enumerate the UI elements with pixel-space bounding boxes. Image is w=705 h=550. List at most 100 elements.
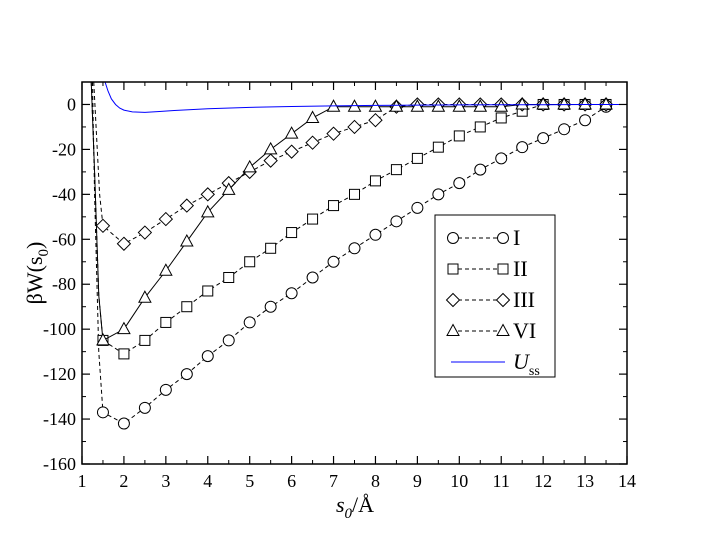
- x-tick-label: 6: [287, 471, 296, 491]
- data-point: [139, 334, 151, 346]
- data-point: [263, 153, 278, 168]
- data-point: [452, 99, 467, 112]
- data-point: [453, 177, 466, 190]
- x-tick-label: 11: [493, 471, 510, 491]
- data-point: [347, 119, 362, 135]
- data-point: [118, 348, 130, 360]
- x-tick-label: 13: [576, 471, 594, 491]
- data-point: [200, 187, 215, 202]
- legend-label: Uss: [513, 349, 540, 379]
- series-2: [90, 82, 612, 360]
- data-point: [138, 401, 151, 414]
- data-point: [557, 96, 571, 110]
- data-point: [242, 159, 257, 173]
- data-point: [95, 218, 111, 234]
- series-line-1: [91, 82, 607, 425]
- data-point: [285, 287, 298, 300]
- data-point: [410, 99, 425, 112]
- data-point: [158, 211, 174, 227]
- data-point: [390, 215, 403, 228]
- x-tick-label: 9: [413, 471, 422, 491]
- x-axis-label: s0/Å: [336, 492, 374, 522]
- data-point: [222, 334, 235, 347]
- series-line-4: [90, 82, 607, 342]
- series-5: [104, 82, 627, 113]
- data-point: [181, 301, 193, 313]
- data-point: [117, 321, 131, 335]
- data-point: [180, 368, 193, 381]
- legend-marker: [447, 263, 459, 275]
- x-tick-label: 14: [618, 471, 636, 491]
- series-line-5: [104, 82, 627, 113]
- data-point: [599, 96, 613, 110]
- data-point: [432, 141, 444, 153]
- data-point: [137, 225, 153, 240]
- data-point: [368, 112, 383, 128]
- legend-label: II: [513, 256, 528, 281]
- data-point: [349, 188, 360, 200]
- x-tick-label: 1: [78, 471, 87, 491]
- data-point: [201, 350, 214, 363]
- data-point: [202, 285, 214, 297]
- data-point: [328, 200, 340, 212]
- data-point: [495, 112, 507, 124]
- y-tick-label: -100: [43, 319, 76, 339]
- data-point: [536, 96, 550, 110]
- data-point: [159, 263, 173, 276]
- data-point: [411, 201, 424, 214]
- data-point: [264, 300, 277, 313]
- data-point: [243, 316, 256, 329]
- data-point: [305, 135, 320, 150]
- data-point: [326, 126, 341, 141]
- data-point: [138, 290, 152, 303]
- data-point: [223, 271, 235, 283]
- data-point: [516, 141, 529, 154]
- data-point: [578, 96, 592, 110]
- data-point: [286, 227, 298, 239]
- x-tick-label: 12: [534, 471, 552, 491]
- y-tick-label: -40: [52, 184, 76, 204]
- data-point: [579, 114, 592, 127]
- data-point: [96, 406, 109, 419]
- data-point: [537, 132, 550, 145]
- data-point: [116, 236, 132, 251]
- x-tick-label: 4: [203, 471, 212, 491]
- legend-marker: [446, 323, 460, 336]
- x-tick-label: 2: [119, 471, 128, 491]
- x-tick-label: 3: [161, 471, 170, 491]
- y-tick-label: -60: [52, 229, 76, 249]
- data-point: [284, 144, 299, 159]
- data-point: [96, 332, 110, 346]
- data-point: [159, 383, 172, 396]
- y-tick-label: -140: [43, 409, 76, 429]
- legend-label: III: [513, 287, 535, 312]
- legend-marker: [496, 323, 510, 336]
- data-point: [327, 255, 340, 268]
- y-axis-label: βW(s0): [22, 242, 52, 305]
- data-point: [431, 99, 446, 112]
- data-point: [369, 175, 381, 187]
- data-point: [306, 271, 319, 284]
- data-point: [179, 233, 194, 247]
- legend-label: VI: [513, 318, 536, 343]
- data-point: [348, 242, 361, 255]
- series-line-3: [93, 82, 607, 245]
- legend-marker: [497, 232, 509, 244]
- series-line-2: [90, 82, 607, 355]
- legend-marker: [495, 292, 511, 308]
- data-point: [474, 121, 486, 133]
- y-tick-label: -160: [43, 454, 76, 474]
- data-point: [263, 141, 278, 155]
- data-point: [390, 164, 402, 176]
- data-point: [221, 182, 236, 195]
- data-point: [558, 123, 571, 136]
- data-point: [453, 130, 465, 142]
- legend-marker: [445, 292, 461, 308]
- data-point: [265, 242, 277, 254]
- data-point: [474, 163, 487, 176]
- legend-label: I: [513, 225, 520, 250]
- data-point: [160, 316, 172, 328]
- y-tick-label: -80: [52, 274, 76, 294]
